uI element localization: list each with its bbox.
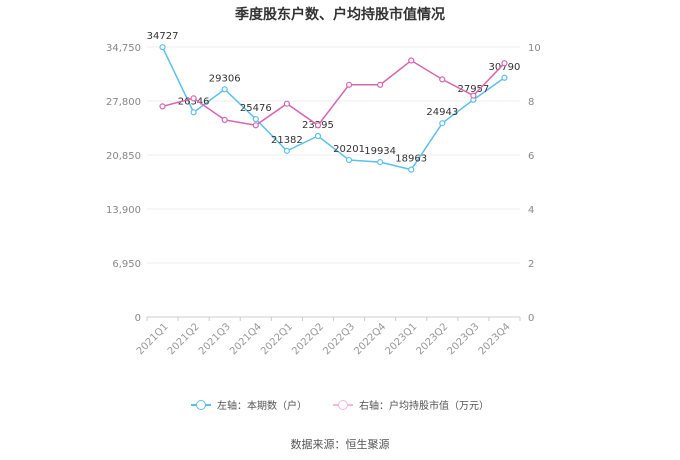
data-label: 20201: [333, 144, 365, 155]
legend-label-right: 右轴：户均持股市值（万元）: [359, 401, 489, 412]
x-tick-label: 2021Q2: [166, 321, 202, 357]
point-holders: [283, 147, 290, 154]
x-tick-label: 2023Q4: [477, 321, 513, 357]
point-holders: [377, 159, 384, 166]
point-market-value: [221, 116, 228, 124]
point-market-value: [345, 81, 353, 88]
data-label: 27957: [457, 84, 489, 95]
x-tick-label: 2022Q3: [321, 321, 357, 357]
y-left-tick-label: 13,900: [106, 205, 141, 216]
point-market-value: [252, 122, 259, 129]
data-label: 34727: [147, 31, 179, 42]
legend: 左轴：本期数（户） 右轴：户均持股市值（万元）: [0, 397, 680, 412]
point-holders: [252, 115, 259, 123]
x-tick-label: 2022Q1: [259, 321, 295, 357]
legend-item-right-series[interactable]: 右轴：户均持股市值（万元）: [333, 397, 489, 412]
legend-swatch-right: [333, 399, 353, 410]
point-holders: [501, 74, 508, 81]
y-right-tick-label: 6: [528, 151, 534, 162]
y-right-tick-label: 2: [528, 259, 534, 270]
point-market-value: [377, 81, 384, 88]
point-market-value: [190, 95, 197, 102]
y-right-tick-label: 4: [528, 205, 534, 216]
series-line-market-value: [162, 59, 505, 127]
y-left-tick-label: 0: [135, 313, 141, 324]
y-right-tick-label: 10: [528, 43, 541, 54]
point-market-value: [159, 103, 166, 110]
data-label: 29306: [209, 73, 241, 84]
y-left-tick-label: 6,950: [112, 259, 141, 270]
data-label: 26346: [178, 96, 210, 107]
point-market-value: [283, 100, 290, 107]
x-tick-label: 2023Q2: [415, 321, 451, 357]
legend-item-left-series[interactable]: 左轴：本期数（户）: [191, 397, 307, 412]
y-right-tick-label: 8: [528, 97, 534, 108]
data-label: 19934: [364, 146, 396, 157]
y-right-tick-label: 0: [528, 313, 534, 324]
data-label: 21382: [271, 135, 303, 146]
point-market-value: [501, 60, 508, 67]
x-tick-label: 2021Q4: [228, 321, 264, 357]
point-market-value: [470, 92, 477, 99]
data-source: 数据来源：恒生聚源: [290, 438, 390, 451]
data-label: 18963: [395, 154, 427, 165]
point-market-value: [314, 122, 322, 129]
point-holders: [314, 132, 322, 140]
data-label: 30790: [489, 62, 521, 73]
point-holders: [439, 120, 446, 127]
legend-label-left: 左轴：本期数（户）: [217, 401, 307, 412]
x-tick-label: 2022Q2: [290, 321, 326, 357]
y-left-tick-label: 27,800: [106, 97, 141, 108]
point-holders: [345, 156, 353, 164]
x-tick-label: 2023Q1: [383, 321, 419, 357]
x-tick-label: 2023Q3: [446, 321, 482, 357]
chart-title: 季度股东户数、户均持股市值情况: [235, 7, 445, 23]
data-label: 25476: [240, 103, 272, 114]
x-tick-label: 2021Q3: [197, 321, 233, 357]
point-holders: [408, 166, 415, 173]
legend-swatch-left: [191, 399, 211, 410]
point-holders: [159, 44, 166, 51]
point-market-value: [439, 76, 446, 83]
point-holders: [190, 109, 197, 116]
point-holders: [221, 86, 228, 93]
y-left-tick-label: 20,850: [106, 151, 141, 162]
data-label: 24943: [426, 107, 458, 118]
series-line-holders: [161, 46, 505, 171]
point-market-value: [408, 57, 415, 64]
x-tick-label: 2022Q4: [352, 321, 388, 357]
x-tick-label: 2021Q1: [135, 321, 171, 357]
y-left-tick-label: 34,750: [106, 43, 141, 54]
